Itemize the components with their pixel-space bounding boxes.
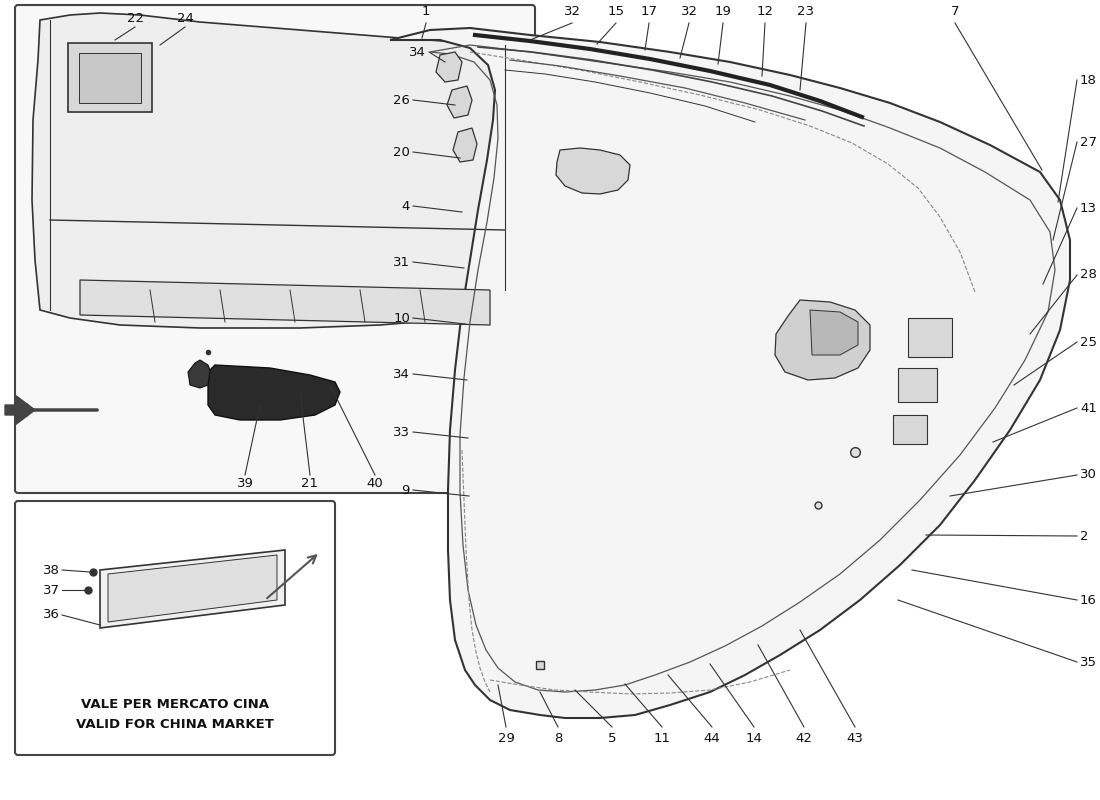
FancyBboxPatch shape — [908, 318, 952, 357]
Polygon shape — [390, 28, 1070, 718]
Text: 40: 40 — [366, 477, 384, 490]
Polygon shape — [188, 360, 210, 388]
Text: 17: 17 — [640, 5, 658, 18]
Text: 35: 35 — [1080, 655, 1097, 669]
Text: a diagram finders stinder info: a diagram finders stinder info — [578, 409, 823, 551]
Text: 33: 33 — [393, 426, 410, 438]
Text: a diagram finders stinder info: a diagram finders stinder info — [497, 499, 742, 641]
Text: 16: 16 — [1080, 594, 1097, 606]
Text: 14: 14 — [746, 732, 762, 745]
Polygon shape — [208, 365, 340, 420]
Text: 32: 32 — [681, 5, 697, 18]
Text: 4: 4 — [402, 199, 410, 213]
Text: 38: 38 — [43, 563, 60, 577]
Text: 39: 39 — [236, 477, 253, 490]
Polygon shape — [810, 310, 858, 355]
Polygon shape — [453, 128, 477, 162]
Text: 29: 29 — [497, 732, 515, 745]
Text: 12: 12 — [757, 5, 773, 18]
Text: 8: 8 — [553, 732, 562, 745]
Polygon shape — [556, 148, 630, 194]
Text: europo: europo — [579, 309, 921, 391]
Text: 30: 30 — [1080, 469, 1097, 482]
Text: 28: 28 — [1080, 269, 1097, 282]
Text: 15: 15 — [607, 5, 625, 18]
Polygon shape — [776, 300, 870, 380]
Polygon shape — [32, 13, 515, 328]
Polygon shape — [108, 555, 277, 622]
Text: 13: 13 — [1080, 202, 1097, 214]
Text: 21: 21 — [301, 477, 319, 490]
Text: 43: 43 — [847, 732, 864, 745]
Text: 23: 23 — [798, 5, 814, 18]
Text: 11: 11 — [653, 732, 671, 745]
FancyBboxPatch shape — [898, 368, 937, 402]
Polygon shape — [6, 395, 35, 425]
Text: 7: 7 — [950, 5, 959, 18]
Text: 37: 37 — [43, 583, 60, 597]
FancyBboxPatch shape — [15, 5, 535, 493]
Text: 10: 10 — [393, 311, 410, 325]
Text: 32: 32 — [563, 5, 581, 18]
Polygon shape — [100, 550, 285, 628]
FancyBboxPatch shape — [15, 501, 335, 755]
Polygon shape — [436, 52, 462, 82]
FancyBboxPatch shape — [893, 415, 927, 444]
Text: 44: 44 — [704, 732, 720, 745]
Text: 34: 34 — [393, 367, 410, 381]
Text: 42: 42 — [795, 732, 813, 745]
Text: 18: 18 — [1080, 74, 1097, 86]
Text: 2: 2 — [1080, 530, 1089, 542]
Text: 34: 34 — [409, 46, 426, 58]
Text: 1: 1 — [421, 5, 430, 18]
Text: 41: 41 — [1080, 402, 1097, 414]
Polygon shape — [80, 280, 490, 325]
Text: 19: 19 — [715, 5, 732, 18]
FancyBboxPatch shape — [79, 53, 141, 103]
Text: 5: 5 — [607, 732, 616, 745]
FancyBboxPatch shape — [68, 43, 152, 112]
Text: 25: 25 — [1080, 335, 1097, 349]
Text: 9: 9 — [402, 483, 410, 497]
Text: 24: 24 — [177, 12, 194, 25]
Text: 26: 26 — [393, 94, 410, 106]
Polygon shape — [447, 86, 472, 118]
Text: VALID FOR CHINA MARKET: VALID FOR CHINA MARKET — [76, 718, 274, 731]
Text: 31: 31 — [393, 255, 410, 269]
Text: 22: 22 — [126, 12, 143, 25]
Text: 20: 20 — [393, 146, 410, 158]
Text: VALE PER MERCATO CINA: VALE PER MERCATO CINA — [81, 698, 270, 711]
Text: 36: 36 — [43, 609, 60, 622]
Text: 27: 27 — [1080, 135, 1097, 149]
